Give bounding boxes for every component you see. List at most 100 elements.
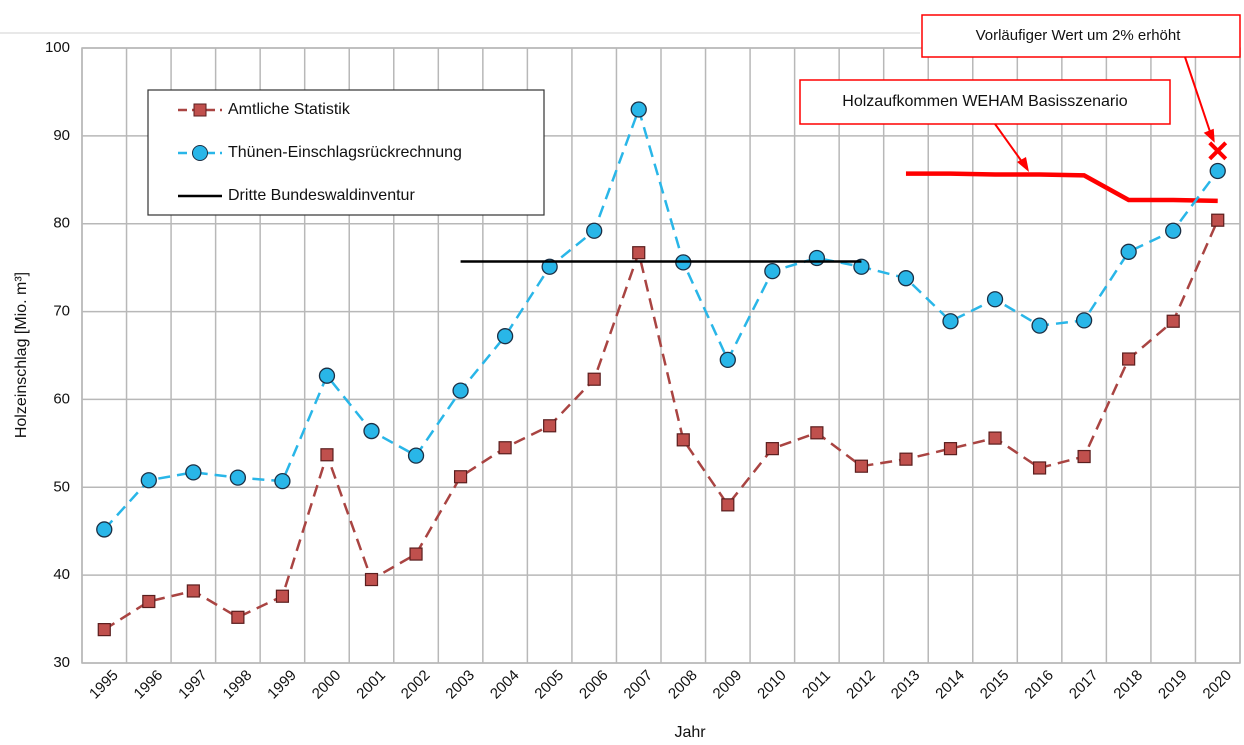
marker xyxy=(1211,213,1225,227)
callout-box xyxy=(799,79,1171,125)
marker xyxy=(140,472,157,489)
x-axis-label: Jahr xyxy=(674,724,706,741)
x-tick-label: 2013 xyxy=(888,667,924,703)
marker xyxy=(853,258,870,275)
x-tick-label: 2010 xyxy=(754,667,790,703)
marker xyxy=(142,594,156,609)
marker xyxy=(1165,222,1182,239)
marker xyxy=(185,464,202,481)
marker xyxy=(543,419,557,433)
x-tick-label: 2018 xyxy=(1110,667,1146,703)
arrow-head xyxy=(1203,128,1215,143)
marker xyxy=(899,452,913,466)
annotation-box xyxy=(921,14,1241,58)
marker xyxy=(587,372,601,386)
marker xyxy=(1209,162,1226,180)
x-tick-label: 1995 xyxy=(86,667,122,703)
marker xyxy=(498,441,512,455)
marker xyxy=(97,623,111,637)
x-tick-label: 2011 xyxy=(799,667,834,702)
y-tick-label: 60 xyxy=(53,390,70,407)
plot-frame xyxy=(81,47,1241,664)
x-tick-label: 2015 xyxy=(977,667,1013,703)
legend-label: Amtliche Statistik xyxy=(228,101,351,118)
x-tick-label: 2000 xyxy=(309,667,345,703)
marker xyxy=(721,498,735,512)
marker xyxy=(764,263,781,280)
marker xyxy=(1120,243,1137,260)
x-tick-label: 2003 xyxy=(442,667,478,703)
marker xyxy=(988,431,1002,445)
y-tick-label: 80 xyxy=(53,215,70,232)
x-tick-label: 2019 xyxy=(1155,667,1191,703)
marker xyxy=(407,447,425,464)
arrow-head xyxy=(1017,157,1029,172)
marker xyxy=(409,547,423,561)
data-line xyxy=(905,171,1218,204)
y-axis-label: Holzeinschlag [Mio. m³] xyxy=(13,272,30,438)
marker xyxy=(1075,312,1093,329)
marker xyxy=(632,246,646,260)
marker xyxy=(320,448,334,462)
x-tick-label: 1996 xyxy=(131,667,167,703)
legend-label: Thünen-Einschlagsrückrechnung xyxy=(228,144,462,161)
y-tick-label: 50 xyxy=(53,478,70,495)
legend-marker xyxy=(193,103,207,117)
callout-text: Holzaufkommen WEHAM Basisszenario xyxy=(842,93,1128,110)
marker xyxy=(275,589,290,603)
legend-marker xyxy=(192,145,208,161)
callout-arrow xyxy=(994,123,1026,167)
x-tick-label: 2006 xyxy=(576,667,612,703)
x-tick-label: 1997 xyxy=(175,667,211,703)
x-tick-label: 2016 xyxy=(1021,667,1057,703)
x-tick-label: 1998 xyxy=(220,667,256,703)
x-tick-label: 2017 xyxy=(1066,667,1102,703)
y-tick-label: 40 xyxy=(53,566,70,583)
x-tick-label: 2020 xyxy=(1200,667,1236,703)
x-tick-label: 1999 xyxy=(264,667,300,703)
legend-label: Dritte Bundeswaldinventur xyxy=(228,187,415,204)
marker xyxy=(1077,449,1091,464)
marker xyxy=(676,433,690,447)
annotation-marker xyxy=(1208,141,1228,161)
marker xyxy=(364,572,379,587)
x-tick-label: 2012 xyxy=(843,667,879,703)
marker xyxy=(496,328,514,345)
marker xyxy=(229,469,247,486)
y-tick-label: 90 xyxy=(53,127,70,144)
marker xyxy=(1166,314,1180,328)
marker xyxy=(231,610,245,624)
marker xyxy=(942,313,959,330)
y-tick-label: 30 xyxy=(53,654,70,671)
legend: Amtliche Statistik Thünen-Einschlagsrückr… xyxy=(147,89,545,216)
data-line xyxy=(103,105,1219,531)
data-line xyxy=(103,219,1219,631)
marker xyxy=(986,291,1004,308)
marker xyxy=(586,222,603,239)
marker xyxy=(453,470,468,484)
marker xyxy=(1122,352,1136,366)
y-tick-label: 70 xyxy=(53,303,70,320)
marker xyxy=(363,422,380,440)
x-tick-label: 2005 xyxy=(531,667,567,703)
marker xyxy=(274,472,291,490)
x-tick-label: 2014 xyxy=(932,667,968,703)
marker xyxy=(186,584,200,598)
x-tick-label: 2008 xyxy=(665,667,701,703)
marker xyxy=(897,270,915,287)
marker xyxy=(808,249,826,267)
marker xyxy=(541,258,558,275)
x-tick-label: 2004 xyxy=(487,667,523,703)
x-tick-label: 2001 xyxy=(353,667,389,703)
marker xyxy=(719,351,736,369)
marker xyxy=(630,101,647,118)
marker xyxy=(810,426,824,440)
x-tick-label: 2009 xyxy=(710,667,746,703)
marker xyxy=(1032,461,1047,475)
annotation-text: Vorläufiger Wert um 2% erhöht xyxy=(976,27,1182,44)
marker xyxy=(1031,317,1048,334)
marker xyxy=(943,442,958,456)
marker xyxy=(96,521,113,538)
marker xyxy=(765,442,779,456)
